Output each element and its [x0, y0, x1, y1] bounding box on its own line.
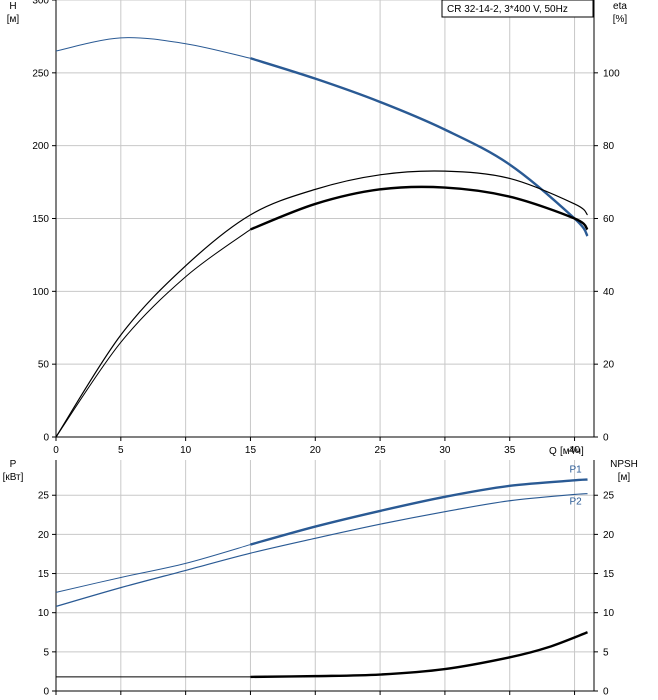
lower-series-p1-bold	[250, 478, 588, 546]
lower-left-tick-label-25: 25	[38, 491, 50, 502]
chart-title-box: CR 32-14-2, 3*400 V, 50Hz	[441, 0, 594, 18]
q-axis-unit: [м³/ч]	[560, 446, 584, 457]
x-tick-label-30: 30	[439, 445, 451, 456]
h-axis-unit: [м]	[7, 14, 20, 25]
series-layer	[55, 37, 589, 679]
upper-series-2-thin	[55, 229, 251, 438]
lower-series-p2-line	[55, 493, 588, 608]
eta-axis-label: eta	[613, 1, 627, 12]
lower-right-tick-label-20: 20	[603, 530, 615, 541]
upper-right-tick-label-60: 60	[603, 214, 615, 225]
title-box-frame	[441, 0, 594, 18]
lower-left-tick-label-20: 20	[38, 530, 50, 541]
lower-series-2-bold	[250, 631, 588, 679]
upper-left-tick-label-0: 0	[43, 433, 49, 444]
lower-right-tick-label-0: 0	[603, 687, 609, 698]
upper-series-0-thin	[55, 37, 251, 59]
chart-title: CR 32-14-2, 3*400 V, 50Hz	[447, 4, 568, 15]
lower-left-tick-label-0: 0	[43, 687, 49, 698]
axis-layer	[52, 0, 598, 695]
npsh-axis-unit: [м]	[618, 472, 631, 483]
lower-right-tick-label-25: 25	[603, 491, 615, 502]
lower-series-p1-thin	[55, 544, 251, 593]
upper-left-tick-label-300: 300	[32, 0, 49, 7]
grid-layer	[56, 0, 594, 691]
upper-left-tick-label-100: 100	[32, 287, 49, 298]
eta-axis-unit: [%]	[613, 14, 628, 25]
q-axis-label: Q	[549, 446, 557, 457]
lower-series-p2-label: P2	[570, 497, 583, 508]
x-tick-label-0: 0	[53, 445, 59, 456]
upper-left-tick-label-150: 150	[32, 214, 49, 225]
upper-right-tick-label-40: 40	[603, 287, 615, 298]
upper-series-2-bold	[250, 185, 589, 231]
h-axis-label: H	[9, 1, 16, 12]
x-tick-label-15: 15	[245, 445, 257, 456]
label-layer: 0501001502002503000204060801000510152025…	[32, 0, 620, 698]
lower-series-p1-label: P1	[570, 465, 583, 476]
lower-right-tick-label-10: 10	[603, 608, 615, 619]
x-tick-label-25: 25	[375, 445, 387, 456]
lower-left-tick-label-5: 5	[43, 647, 49, 658]
upper-left-tick-label-200: 200	[32, 141, 49, 152]
x-tick-label-5: 5	[118, 445, 124, 456]
p-axis-label: P	[10, 459, 17, 470]
upper-right-tick-label-0: 0	[603, 433, 609, 444]
x-tick-label-35: 35	[504, 445, 516, 456]
upper-series-1-line	[55, 170, 588, 438]
lower-right-tick-label-15: 15	[603, 569, 615, 580]
npsh-axis-label: NPSH	[610, 459, 638, 470]
lower-right-tick-label-5: 5	[603, 647, 609, 658]
upper-right-tick-label-20: 20	[603, 360, 615, 371]
upper-right-tick-label-100: 100	[603, 68, 620, 79]
upper-left-tick-label-250: 250	[32, 68, 49, 79]
lower-left-tick-label-10: 10	[38, 608, 50, 619]
x-tick-label-40: 40	[569, 445, 581, 456]
upper-left-tick-label-50: 50	[38, 360, 50, 371]
lower-left-tick-label-15: 15	[38, 569, 50, 580]
x-tick-label-20: 20	[310, 445, 322, 456]
x-tick-label-10: 10	[180, 445, 192, 456]
upper-right-tick-label-80: 80	[603, 141, 615, 152]
p-axis-unit: [кВт]	[3, 472, 24, 483]
